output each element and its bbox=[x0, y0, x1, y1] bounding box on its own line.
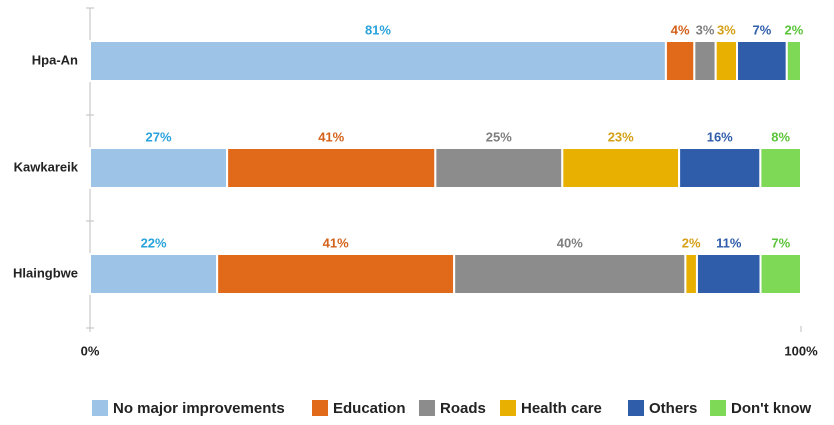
legend-label: Others bbox=[649, 400, 697, 417]
data-label: 2% bbox=[682, 235, 701, 250]
bar-segment bbox=[736, 40, 788, 82]
legend-label: Don't know bbox=[731, 400, 812, 417]
data-label: 27% bbox=[146, 129, 172, 144]
data-label: 7% bbox=[771, 235, 790, 250]
data-label: 41% bbox=[318, 129, 344, 144]
legend-swatch bbox=[710, 400, 726, 416]
data-label: 81% bbox=[365, 22, 391, 37]
bar-segment bbox=[453, 253, 687, 295]
legend-swatch bbox=[628, 400, 644, 416]
bar-segment bbox=[89, 147, 229, 189]
legend-swatch bbox=[312, 400, 328, 416]
legend-label: Roads bbox=[440, 400, 486, 417]
legend-swatch bbox=[500, 400, 516, 416]
data-label: 8% bbox=[771, 129, 790, 144]
data-label: 41% bbox=[323, 235, 349, 250]
legend-label: No major improvements bbox=[113, 400, 285, 417]
bar-segment bbox=[216, 253, 456, 295]
legend-label: Education bbox=[333, 400, 406, 417]
legend-swatch bbox=[419, 400, 435, 416]
y-tick-label: Kawkareik bbox=[14, 159, 79, 174]
data-label: 11% bbox=[716, 235, 742, 250]
bar-segment bbox=[693, 40, 717, 82]
data-label: 40% bbox=[557, 235, 583, 250]
bar-segment bbox=[785, 40, 803, 82]
x-tick-label: 100% bbox=[784, 343, 818, 358]
data-label: 7% bbox=[752, 22, 771, 37]
bar-segment bbox=[664, 40, 696, 82]
legend-swatch bbox=[92, 400, 108, 416]
bar-segment bbox=[226, 147, 437, 189]
data-label: 16% bbox=[707, 129, 733, 144]
data-label: 2% bbox=[784, 22, 803, 37]
bar-segment bbox=[759, 147, 802, 189]
bar-segment bbox=[561, 147, 681, 189]
bar-segment bbox=[89, 40, 667, 82]
data-label: 23% bbox=[608, 129, 634, 144]
bar-segment bbox=[759, 253, 802, 295]
bar-segment bbox=[89, 253, 219, 295]
y-tick-label: Hpa-An bbox=[32, 52, 78, 67]
bar-segment bbox=[714, 40, 739, 82]
legend-label: Health care bbox=[521, 400, 602, 417]
bar-segment bbox=[695, 253, 762, 295]
data-label: 4% bbox=[671, 22, 690, 37]
bar-segment bbox=[434, 147, 564, 189]
data-label: 22% bbox=[141, 235, 167, 250]
data-label: 25% bbox=[486, 129, 512, 144]
bar-segment bbox=[684, 253, 698, 295]
y-tick-label: Hlaingbwe bbox=[13, 265, 78, 280]
data-label: 3% bbox=[696, 22, 715, 37]
bar-segment bbox=[678, 147, 762, 189]
x-tick-label: 0% bbox=[81, 343, 100, 358]
data-label: 3% bbox=[717, 22, 736, 37]
